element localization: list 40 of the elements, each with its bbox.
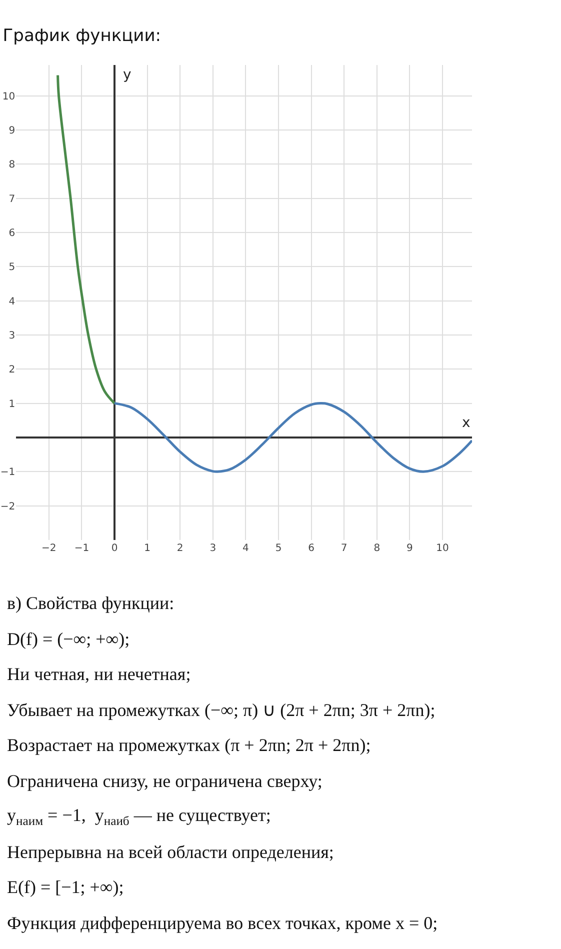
text: Возрастает на промежутках (π + 2πn; 2π + 2πn); bbox=[7, 735, 371, 755]
x-tick-label: 8 bbox=[374, 543, 380, 554]
x-tick-label: 7 bbox=[340, 543, 348, 554]
text: Ограничена снизу, не ограничена сверху; bbox=[7, 771, 322, 791]
x-axis-title: x bbox=[462, 415, 470, 431]
x-tick-label: 6 bbox=[308, 543, 315, 554]
text: D(f) = (−∞; +∞); bbox=[7, 629, 130, 649]
y-tick-label: 1 bbox=[8, 398, 16, 410]
y-tick-label: 9 bbox=[8, 125, 16, 136]
y-tick-label: 6 bbox=[8, 228, 16, 239]
y-tick-label: −1 bbox=[0, 467, 16, 478]
text: Функция дифференцируема во всех точках, кроме x = 0; bbox=[7, 913, 438, 933]
y-axis-title: y bbox=[123, 67, 132, 83]
line-series bbox=[56, 74, 116, 405]
x-tick-label: 10 bbox=[436, 543, 449, 554]
x-tick-label: −1 bbox=[74, 543, 90, 554]
x-tick-label: 4 bbox=[242, 543, 249, 554]
line-series bbox=[113, 402, 472, 473]
y-tick-label: 10 bbox=[2, 91, 16, 102]
y-tick-label: 7 bbox=[8, 194, 16, 205]
y-tick-label: −2 bbox=[0, 501, 16, 512]
y-tick-label: 3 bbox=[8, 330, 16, 342]
x-tick-label: 0 bbox=[111, 543, 118, 554]
y-tick-label: 2 bbox=[8, 364, 16, 376]
text: Убывает на промежутках (−∞; π) ∪ (2π + 2πn; 3π + 2πn); bbox=[7, 700, 436, 720]
text: E(f) = [−1; +∞); bbox=[7, 877, 124, 897]
x-tick-label: 5 bbox=[275, 543, 282, 554]
y-tick-label: 5 bbox=[8, 262, 16, 274]
text: Непрерывна на всей области определения; bbox=[7, 842, 334, 862]
text: в) Свойства функции: bbox=[7, 593, 174, 613]
x-tick-label: −2 bbox=[42, 543, 56, 554]
y-tick-label: 8 bbox=[8, 160, 16, 171]
text: Ни четная, ни нечетная; bbox=[7, 664, 191, 684]
x-tick-label: 2 bbox=[176, 543, 184, 554]
chart-title: График функции: bbox=[2, 26, 162, 46]
x-tick-label: 3 bbox=[210, 543, 216, 554]
text: y$_{наим}$ = −1, y$_{наиб}$ — не существует; bbox=[7, 805, 271, 828]
y-tick-label: 4 bbox=[8, 296, 16, 308]
x-tick-label: 9 bbox=[406, 543, 413, 554]
x-tick-label: 1 bbox=[144, 543, 151, 554]
